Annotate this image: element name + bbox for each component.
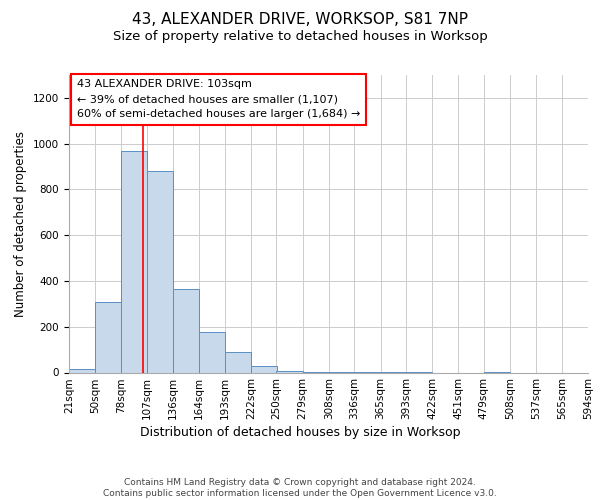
Text: Contains HM Land Registry data © Crown copyright and database right 2024.
Contai: Contains HM Land Registry data © Crown c… (103, 478, 497, 498)
Bar (251, 366, 277, 372)
Bar (121, 150, 147, 372)
Text: 43, ALEXANDER DRIVE, WORKSOP, S81 7NP: 43, ALEXANDER DRIVE, WORKSOP, S81 7NP (132, 12, 468, 28)
Bar (147, 171, 173, 372)
Text: Size of property relative to detached houses in Worksop: Size of property relative to detached ho… (113, 30, 487, 43)
Bar (69, 369, 95, 372)
Y-axis label: Number of detached properties: Number of detached properties (14, 130, 28, 317)
Text: 43 ALEXANDER DRIVE: 103sqm
← 39% of detached houses are smaller (1,107)
60% of s: 43 ALEXANDER DRIVE: 103sqm ← 39% of deta… (77, 80, 360, 119)
Bar (173, 289, 199, 372)
Text: Distribution of detached houses by size in Worksop: Distribution of detached houses by size … (140, 426, 460, 439)
Bar (95, 302, 122, 372)
Bar (225, 352, 251, 372)
Bar (199, 332, 225, 372)
